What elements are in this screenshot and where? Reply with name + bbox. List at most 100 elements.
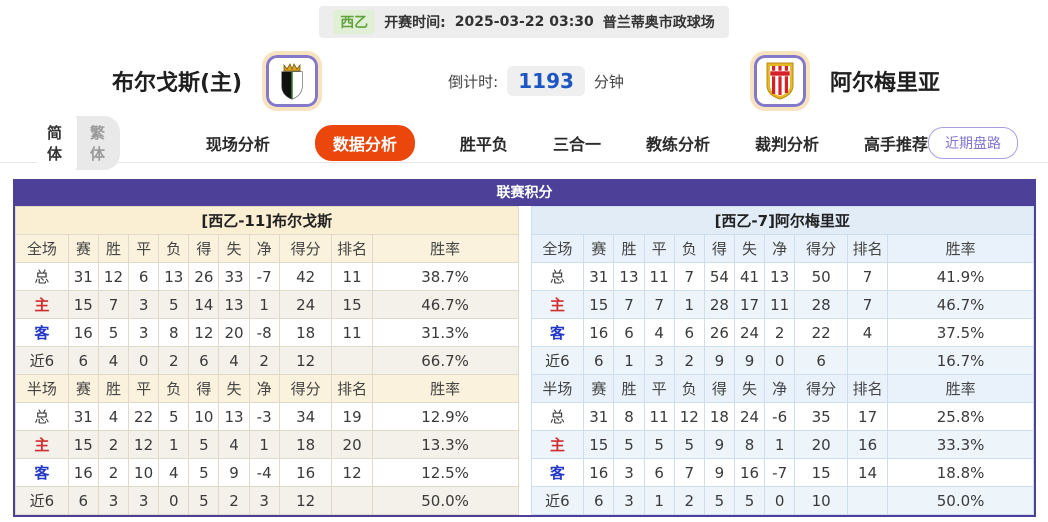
table-cell: 16.7% bbox=[887, 346, 1034, 375]
column-header: 胜率 bbox=[371, 234, 519, 263]
table-cell: 31.3% bbox=[371, 318, 519, 347]
column-header: 胜率 bbox=[887, 234, 1034, 263]
row-label: 客 bbox=[15, 318, 69, 347]
table-cell: 22 bbox=[128, 402, 160, 431]
table-cell: 37.5% bbox=[887, 318, 1034, 347]
table-cell: 6 bbox=[67, 486, 99, 515]
nav-bar: 简体 繁体 现场分析 数据分析 胜平负 三合一 教练分析 裁判分析 高手推荐 近期盘路 bbox=[0, 116, 1048, 170]
table-cell: 19 bbox=[331, 402, 373, 431]
away-team-name: 阿尔梅里亚 bbox=[829, 71, 940, 96]
table-cell bbox=[846, 346, 889, 375]
table-row: 客 16 3 6 7 9 16 -7 15 14 18.8% bbox=[530, 458, 1034, 487]
column-header: 得 bbox=[703, 234, 735, 263]
column-header: 胜 bbox=[613, 374, 645, 403]
column-header: 胜 bbox=[97, 374, 130, 403]
row-label: 主 bbox=[15, 430, 69, 459]
lang-simplified[interactable]: 简体 bbox=[34, 116, 77, 170]
table-cell: 3 bbox=[128, 318, 160, 347]
table-cell: 24 bbox=[278, 290, 333, 319]
column-header: 胜 bbox=[97, 234, 130, 263]
recent-handicap-button[interactable]: 近期盘路 bbox=[928, 127, 1018, 159]
column-header: 平 bbox=[128, 234, 160, 263]
nav-tab[interactable]: 教练分析 bbox=[645, 135, 710, 154]
table-cell: 8 bbox=[733, 430, 766, 459]
table-cell: 1 bbox=[764, 430, 796, 459]
column-header: 赛 bbox=[583, 234, 615, 263]
table-cell: 1 bbox=[613, 346, 645, 375]
table-cell: 15 bbox=[331, 290, 373, 319]
table-cell: -4 bbox=[248, 458, 280, 487]
table-cell: 6 bbox=[673, 318, 705, 347]
table-cell: 16 bbox=[67, 318, 99, 347]
table-row: 主 15 2 12 1 5 4 1 18 20 13.3% bbox=[15, 430, 519, 459]
row-label: 总 bbox=[15, 262, 69, 291]
table-cell bbox=[331, 346, 373, 375]
match-header: 布尔戈斯(主) 倒计时: 1193 分钟 bbox=[0, 38, 1048, 124]
table-cell: 7 bbox=[673, 262, 705, 291]
table-cell: 31 bbox=[583, 402, 615, 431]
column-header: 胜率 bbox=[887, 374, 1034, 403]
column-header: 负 bbox=[673, 374, 705, 403]
table-cell: 22 bbox=[794, 318, 848, 347]
table-cell: 10 bbox=[188, 402, 220, 431]
nav-tab[interactable]: 三合一 bbox=[552, 135, 601, 154]
table-cell: 5 bbox=[703, 486, 735, 515]
column-header: 净 bbox=[248, 374, 280, 403]
table-cell: 9 bbox=[703, 458, 735, 487]
nav-tab[interactable]: 胜平负 bbox=[459, 135, 508, 154]
column-header: 全场 bbox=[15, 234, 69, 263]
away-halftime-rows: 总 31 8 11 12 18 24 -6 35 17 25.8% 主 15 5 5 5 9 8 1 20 16 33.3… bbox=[530, 402, 1034, 515]
away-fulltime-header-row: 全场赛胜平负得失净得分 排名 胜率 bbox=[530, 234, 1034, 263]
column-header: 净 bbox=[764, 234, 796, 263]
table-row: 近6 6 4 0 2 6 4 2 12 66.7% bbox=[15, 346, 519, 375]
table-cell: 16 bbox=[583, 318, 615, 347]
column-header: 得分 bbox=[278, 234, 333, 263]
table-cell: 5 bbox=[188, 458, 220, 487]
row-label: 总 bbox=[530, 402, 585, 431]
away-halftime-header-row: 半场赛胜平负得失净得分 排名 胜率 bbox=[530, 374, 1034, 403]
table-cell: 7 bbox=[846, 290, 889, 319]
table-cell: 0 bbox=[128, 346, 160, 375]
table-cell: 10 bbox=[128, 458, 160, 487]
table-row: 主 15 7 3 5 14 13 1 24 15 46.7% bbox=[15, 290, 519, 319]
lang-traditional[interactable]: 繁体 bbox=[89, 124, 105, 163]
home-team-badge-icon bbox=[262, 51, 323, 111]
column-header: 失 bbox=[733, 374, 766, 403]
table-cell: 28 bbox=[794, 290, 848, 319]
table-cell: 42 bbox=[278, 262, 333, 291]
table-cell: 5 bbox=[188, 486, 220, 515]
table-cell: 3 bbox=[643, 346, 675, 375]
table-cell: 2 bbox=[248, 346, 280, 375]
table-cell: 50.0% bbox=[887, 486, 1034, 515]
away-team: 阿尔梅里亚 bbox=[749, 51, 940, 111]
nav-tab[interactable]: 高手推荐 bbox=[863, 135, 928, 154]
table-row: 主 15 7 7 1 28 17 11 28 7 46.7% bbox=[530, 290, 1034, 319]
table-cell: 66.7% bbox=[371, 346, 519, 375]
column-header: 赛 bbox=[583, 374, 615, 403]
column-header: 半场 bbox=[530, 374, 585, 403]
table-cell: 4 bbox=[97, 346, 130, 375]
table-row: 主 15 5 5 5 9 8 1 20 16 33.3% bbox=[530, 430, 1034, 459]
table-cell: 25.8% bbox=[887, 402, 1034, 431]
column-header: 排名 bbox=[846, 234, 889, 263]
table-cell: 18.8% bbox=[887, 458, 1034, 487]
table-cell: 5 bbox=[643, 430, 675, 459]
table-cell: 9 bbox=[218, 458, 250, 487]
nav-tab[interactable]: 数据分析 bbox=[314, 125, 415, 161]
table-cell: 17 bbox=[733, 290, 766, 319]
match-info-pill: 西乙 开赛时间: 2025-03-22 03:30 普兰蒂奥市政球场 bbox=[319, 6, 729, 38]
table-cell: 6 bbox=[67, 346, 99, 375]
table-cell: 1 bbox=[248, 290, 280, 319]
column-header: 半场 bbox=[15, 374, 69, 403]
table-cell: 9 bbox=[703, 346, 735, 375]
table-cell: 35 bbox=[794, 402, 848, 431]
table-cell: 4 bbox=[846, 318, 889, 347]
nav-tab[interactable]: 现场分析 bbox=[205, 135, 270, 154]
home-league-table: [西乙-11]布尔戈斯 全场赛胜平负得失净得分 排名 胜率 总 31 12 6 13 26 33… bbox=[15, 206, 519, 515]
nav-tab[interactable]: 裁判分析 bbox=[754, 135, 819, 154]
column-header: 胜率 bbox=[371, 374, 519, 403]
countdown-unit: 分钟 bbox=[593, 72, 624, 91]
table-cell: 1 bbox=[643, 486, 675, 515]
row-label: 客 bbox=[15, 458, 69, 487]
table-row: 总 31 4 22 5 10 13 -3 34 19 12.9% bbox=[15, 402, 519, 431]
